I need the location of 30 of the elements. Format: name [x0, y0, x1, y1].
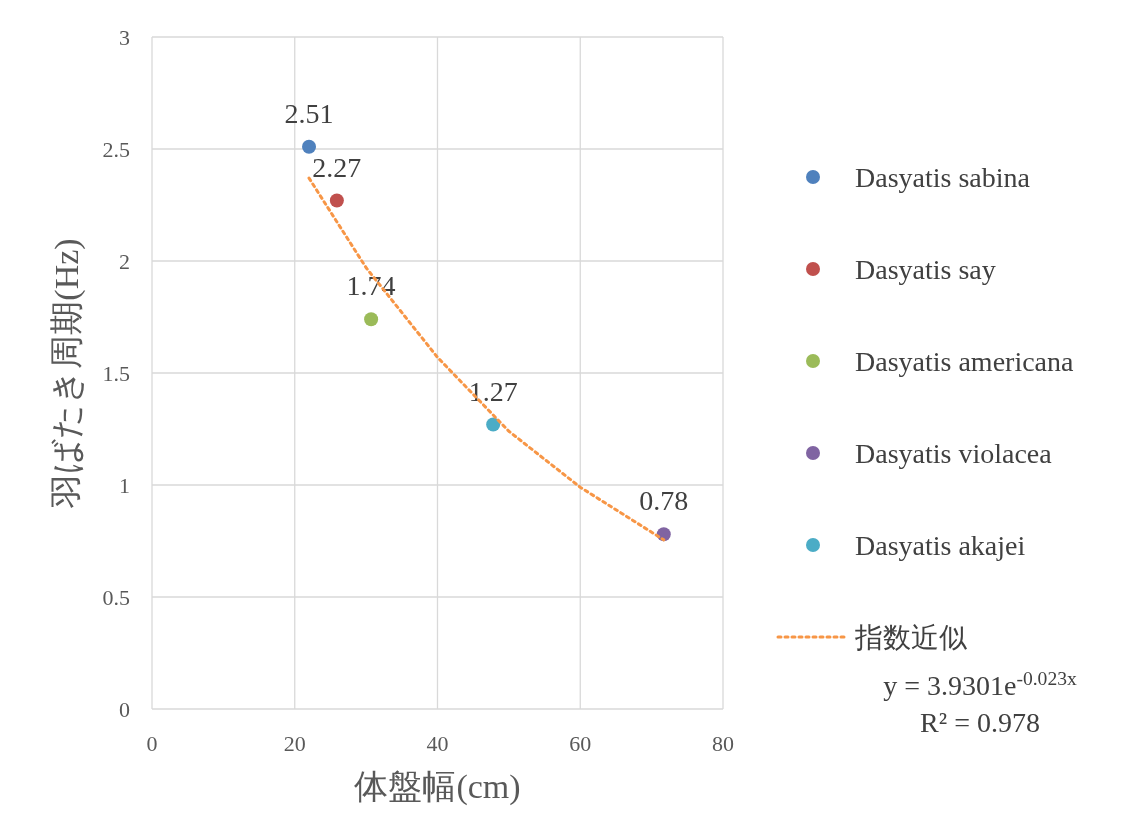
text: R² = 0.978	[920, 707, 1040, 738]
legend-label: Dasyatis sabina	[855, 162, 1031, 193]
point	[302, 139, 317, 154]
data-label: 2.51	[284, 97, 334, 129]
data-label: 1.27	[468, 375, 518, 407]
data-label: 0.78	[639, 485, 689, 517]
legend-label: Dasyatis say	[855, 254, 996, 285]
x-tick-label: 80	[712, 731, 734, 756]
point	[486, 417, 501, 432]
x-tick-label: 60	[569, 731, 592, 756]
y-tick-label: 3	[119, 25, 130, 50]
point	[364, 312, 379, 327]
y-tick-label: 2	[119, 249, 130, 274]
legend-label: Dasyatis akajei	[855, 530, 1026, 561]
text: y = 3.9301e$^{-0.023x}$	[883, 667, 1078, 701]
y-tick-label: 0	[119, 697, 130, 722]
y-tick-label: 1.5	[102, 361, 130, 386]
x-tick-label: 0	[146, 731, 158, 756]
data-label: 2.27	[312, 151, 362, 183]
legend-label: 指数近似	[854, 622, 967, 653]
legend-label: Dasyatis americana	[855, 346, 1075, 377]
y-axis-title: 羽ばたき周期(Hz)	[48, 238, 86, 509]
legend-label: Dasyatis violacea	[855, 438, 1053, 469]
y-tick-label: 0.5	[102, 585, 130, 610]
x-tick-label: 40	[426, 731, 449, 756]
point	[329, 193, 344, 208]
y-tick-label: 1	[119, 473, 130, 498]
x-tick-label: 20	[283, 731, 306, 756]
y-tick-label: 2.5	[102, 137, 130, 162]
x-axis-title: 体盤幅(cm)	[354, 768, 521, 806]
